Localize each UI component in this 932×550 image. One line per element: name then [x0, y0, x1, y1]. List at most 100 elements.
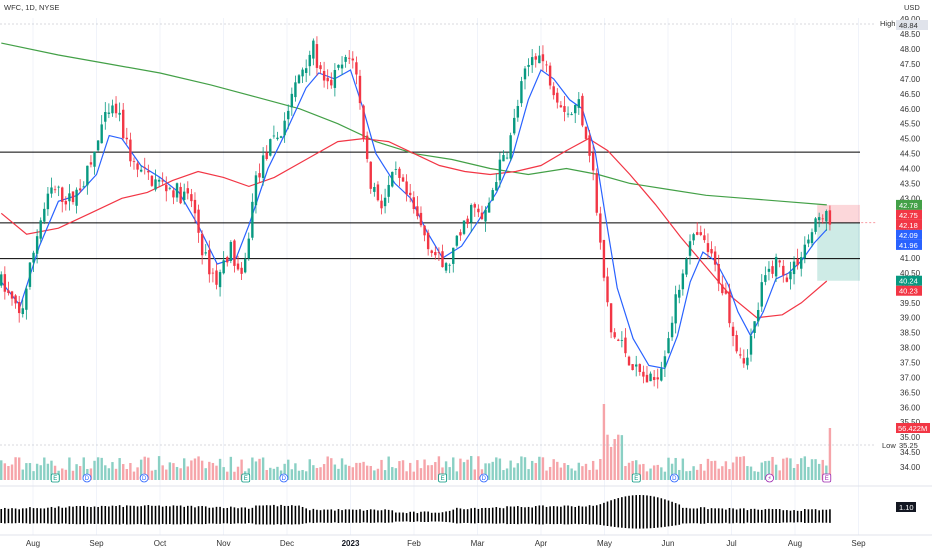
candle-body [394, 169, 398, 170]
candle-body [122, 109, 125, 139]
volume-bar [100, 457, 103, 480]
volume-bar [817, 463, 821, 480]
candle-body [685, 258, 688, 275]
volume-bar [143, 456, 146, 480]
volume-bar [602, 404, 606, 480]
volume-bar [462, 462, 466, 480]
event-marker: E [631, 473, 641, 483]
volume-bar [821, 459, 824, 480]
volume-bar [814, 459, 817, 480]
candle-body [574, 104, 577, 114]
volume-bar [491, 461, 494, 480]
volume-bar [7, 466, 10, 480]
candle-body [373, 187, 376, 192]
volume-bar [538, 456, 541, 480]
volume-bar [301, 469, 304, 480]
volume-bar [631, 460, 634, 480]
time-tick: Feb [407, 539, 421, 548]
candle-body [789, 271, 792, 280]
candle-body [559, 105, 563, 108]
price-tick: 34.00 [900, 463, 921, 472]
candles [0, 36, 832, 389]
volume-bar [93, 460, 96, 480]
volume-bar [498, 458, 502, 480]
candle-body [591, 152, 595, 171]
volume-bar [312, 465, 315, 480]
volume-bar [161, 465, 164, 480]
candle-body [645, 374, 649, 383]
candle-body [150, 175, 154, 186]
price-tick: 47.00 [900, 75, 921, 84]
volume-bar [624, 466, 627, 480]
volume-bar [416, 460, 419, 480]
candle-body [333, 69, 337, 88]
candle-body [534, 56, 537, 60]
candle-body [566, 113, 570, 115]
candle-body [279, 136, 283, 138]
candle-body [172, 190, 175, 198]
volume-bar [541, 457, 545, 480]
price-tick: 35.00 [900, 433, 921, 442]
time-tick: Apr [535, 539, 548, 548]
candle-body [287, 110, 290, 120]
candle-body [502, 155, 505, 162]
volume-bar [236, 466, 240, 480]
candle-body [602, 239, 606, 278]
candle-body [527, 64, 530, 67]
candle-body [312, 40, 315, 59]
candle-body [599, 213, 602, 243]
candle-body [495, 182, 498, 191]
candle-body [218, 272, 222, 288]
event-marker-letter: D [672, 476, 677, 482]
candle-body [179, 186, 182, 204]
volume-bar [789, 458, 792, 480]
volume-bar [222, 467, 225, 480]
candle-body [229, 241, 233, 261]
volume-bar [534, 463, 537, 480]
event-marker: E [438, 473, 447, 483]
volume-bar [803, 456, 807, 480]
candle-body [513, 117, 516, 134]
price-axis[interactable]: 49.00 48.50 48.00 47.50 47.00 46.50 46.00 45.50… [896, 15, 922, 472]
volume-bar [574, 470, 577, 480]
volume-bar [401, 460, 405, 480]
volume-bar [713, 460, 717, 480]
candle-body [803, 244, 807, 259]
candle-body [35, 236, 39, 254]
candle-body [165, 184, 168, 192]
volume-bar [505, 468, 509, 480]
volume-bar [283, 463, 286, 480]
price-badge: 40.24 [896, 275, 922, 286]
candle-body [731, 326, 735, 336]
volume-bar [591, 460, 595, 480]
volume-bar [197, 456, 200, 480]
candle-body [283, 120, 286, 136]
volume-bar [767, 460, 771, 480]
volume-bar [771, 456, 774, 480]
volume-bar [559, 467, 563, 480]
volume-bar [308, 459, 311, 480]
volume-bar [513, 467, 516, 480]
candle-body [351, 58, 355, 61]
volume-bar [703, 470, 706, 480]
volume-bar [61, 468, 64, 480]
candle-body [452, 247, 455, 264]
volume-bar [240, 459, 243, 480]
volume-bar [444, 461, 448, 480]
volume-bar [430, 465, 433, 480]
candle-body [817, 217, 821, 221]
volume-bar [652, 465, 656, 480]
volume-bar [606, 434, 609, 480]
volume-bar [290, 469, 294, 480]
candle-body [104, 112, 107, 122]
candle-body [240, 267, 243, 274]
volume-bar [699, 463, 702, 480]
volume-bar [10, 464, 14, 480]
volume-bar [825, 465, 828, 480]
time-axis[interactable]: Aug Sep Oct Nov Dec 2023 Feb Mar Apr May Jun Jul Aug… [26, 539, 866, 548]
high-marker: High 48.84 [0, 19, 928, 30]
volume-bar [448, 467, 451, 480]
horizontal-lines[interactable] [0, 151, 860, 260]
price-tick: 41.00 [900, 254, 921, 263]
